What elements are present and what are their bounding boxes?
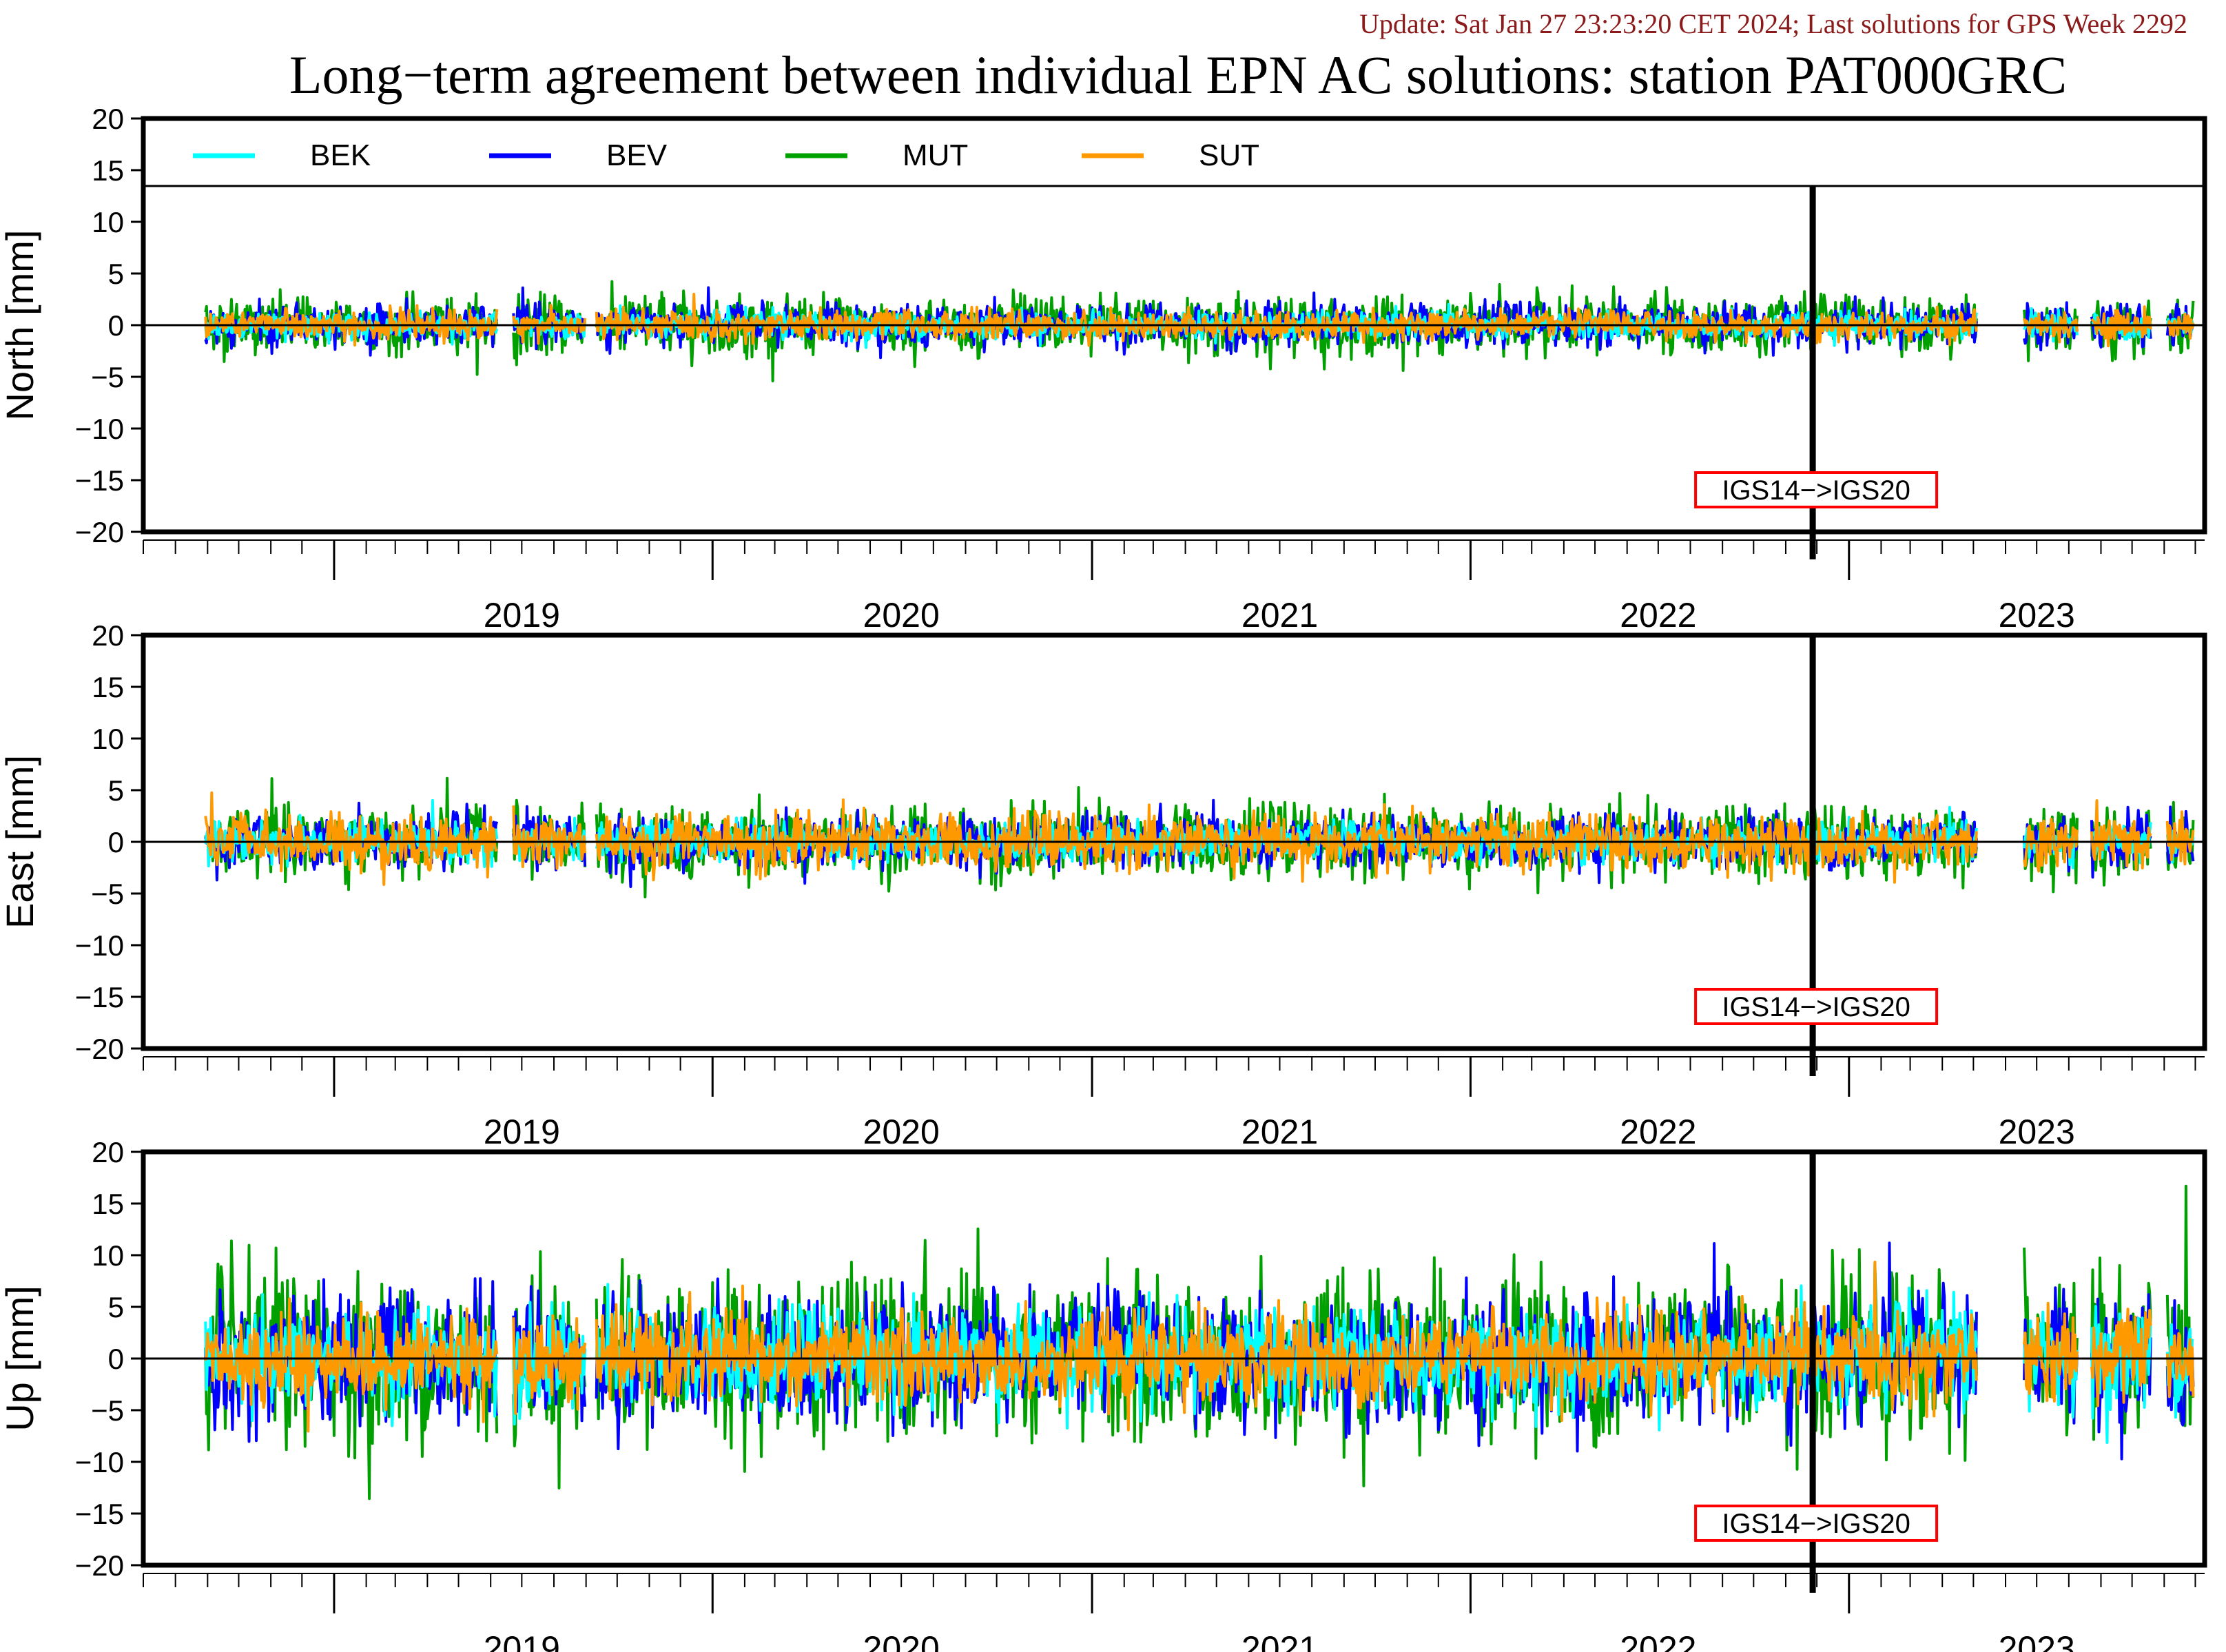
x-tick-label: 2020 [863,1113,940,1151]
annotation-label: IGS14−>IGS20 [1722,992,1910,1022]
x-tick-label: 2019 [484,1113,560,1151]
y-tick-label: −5 [91,1394,124,1427]
x-tick-label: 2022 [1620,596,1696,634]
y-tick-label: 5 [108,258,124,290]
annotation-label: IGS14−>IGS20 [1722,475,1910,506]
plot-frame [141,116,2207,535]
annotation-box [1694,471,1939,508]
legend-background [143,118,2205,186]
panels-group: North [mm] 20 15 10 5 0 −5 −10 −15 −20 IGS14−>IGS2… [0,103,2207,1652]
y-tick-label: −5 [91,361,124,393]
x-tick-label: 2022 [1620,1629,1696,1652]
y-tick-label: 0 [108,1343,124,1375]
x-tick-label: 2021 [1241,1113,1318,1151]
y-tick-label: 5 [108,774,124,807]
y-tick-label: 15 [92,671,124,703]
annotation-box [1694,988,1939,1025]
legend-label: BEV [606,138,668,172]
y-tick-label: 10 [92,1239,124,1272]
annotation-label: IGS14−>IGS20 [1722,1509,1910,1539]
legend-item-mut: MUT [785,138,968,172]
chart-title: Long−term agreement between individual E… [289,45,2067,105]
x-tick-label: 2021 [1241,1629,1318,1652]
x-tick-label: 2019 [484,1629,560,1652]
y-tick-label: −20 [75,516,124,548]
plot-frame [141,632,2207,1051]
y-tick-label: −15 [75,981,124,1013]
x-tick-label: 2021 [1241,596,1318,634]
panel-east: East [mm] 20 15 10 5 0 −5 −10 −15 −20 IGS14−>IGS20… [0,619,2207,1151]
y-tick-label: −10 [75,929,124,962]
legend-label: SUT [1199,138,1259,172]
plot-frame [141,1149,2207,1568]
y-tick-label: −10 [75,413,124,445]
legend-label: BEK [310,138,371,172]
panel-up: Up [mm] 20 15 10 5 0 −5 −10 −15 −20 IGS14−>IGS20 20… [0,1136,2207,1652]
x-tick-label: 2023 [1999,596,2075,634]
y-tick-label: 5 [108,1291,124,1323]
series-line-sut [204,791,2195,886]
legend-label: MUT [903,138,968,172]
y-axis-label: Up [mm] [0,1286,41,1432]
y-tick-label: 20 [92,1136,124,1168]
y-tick-label: −15 [75,1498,124,1530]
y-tick-label: −20 [75,1549,124,1582]
y-tick-label: −15 [75,464,124,497]
y-tick-label: −10 [75,1446,124,1478]
y-tick-label: 20 [92,619,124,652]
y-tick-label: −5 [91,878,124,910]
y-axis-label: East [mm] [0,755,41,929]
y-tick-label: 10 [92,206,124,238]
x-tick-label: 2022 [1620,1113,1696,1151]
annotation-box [1694,1505,1939,1542]
x-tick-label: 2020 [863,596,940,634]
y-tick-label: 10 [92,723,124,755]
y-tick-label: 20 [92,103,124,135]
series-line-sut [204,1260,2195,1433]
x-tick-label: 2020 [863,1629,940,1652]
x-tick-label: 2023 [1999,1113,2075,1151]
y-tick-label: 15 [92,154,124,187]
legend-item-bek: BEK [193,138,371,172]
legend-item-bev: BEV [489,138,668,172]
legend-item-sut: SUT [1082,138,1259,172]
update-text: Update: Sat Jan 27 23:23:20 CET 2024; La… [1359,8,2187,39]
x-tick-label: 2019 [484,596,560,634]
y-tick-label: −20 [75,1033,124,1065]
y-tick-label: 0 [108,309,124,342]
x-tick-label: 2023 [1999,1629,2075,1652]
panel-north: North [mm] 20 15 10 5 0 −5 −10 −15 −20 IGS14−>IGS2… [0,103,2207,634]
y-tick-label: 15 [92,1188,124,1220]
y-axis-label: North [mm] [0,230,41,421]
y-tick-label: 0 [108,826,124,858]
